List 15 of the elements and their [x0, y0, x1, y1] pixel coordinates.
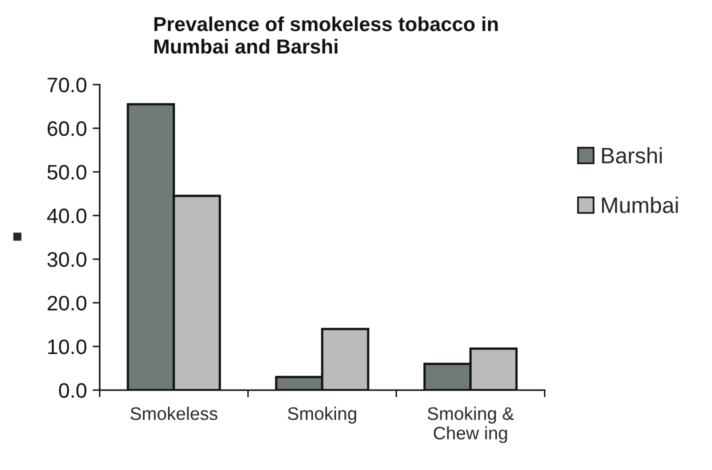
y-tick-label: 30.0	[47, 252, 86, 267]
chart-title: Prevalence of smokeless tobacco in Mumbai and Barshi	[154, 16, 498, 54]
y-tick-label: 20.0	[48, 296, 86, 311]
y-tick-label: 60.0	[48, 121, 86, 136]
x-tick-label: Smoking	[288, 406, 356, 424]
x-tick-label: Smokeless	[130, 406, 218, 420]
y-tick-label: 40.0	[47, 208, 86, 224]
legend-label: Mumbai	[602, 196, 678, 214]
y-tick-label: 10.0	[48, 339, 86, 354]
y-tick-label: 50.0	[47, 164, 86, 180]
y-tick-label: 70.0	[48, 78, 86, 92]
y-tick-label: 0.0	[59, 383, 86, 398]
x-tick-label: Smoking & Chew ing	[428, 406, 514, 444]
y-axis-title: ■	[13, 232, 22, 241]
legend-label: Barshi	[602, 147, 662, 164]
